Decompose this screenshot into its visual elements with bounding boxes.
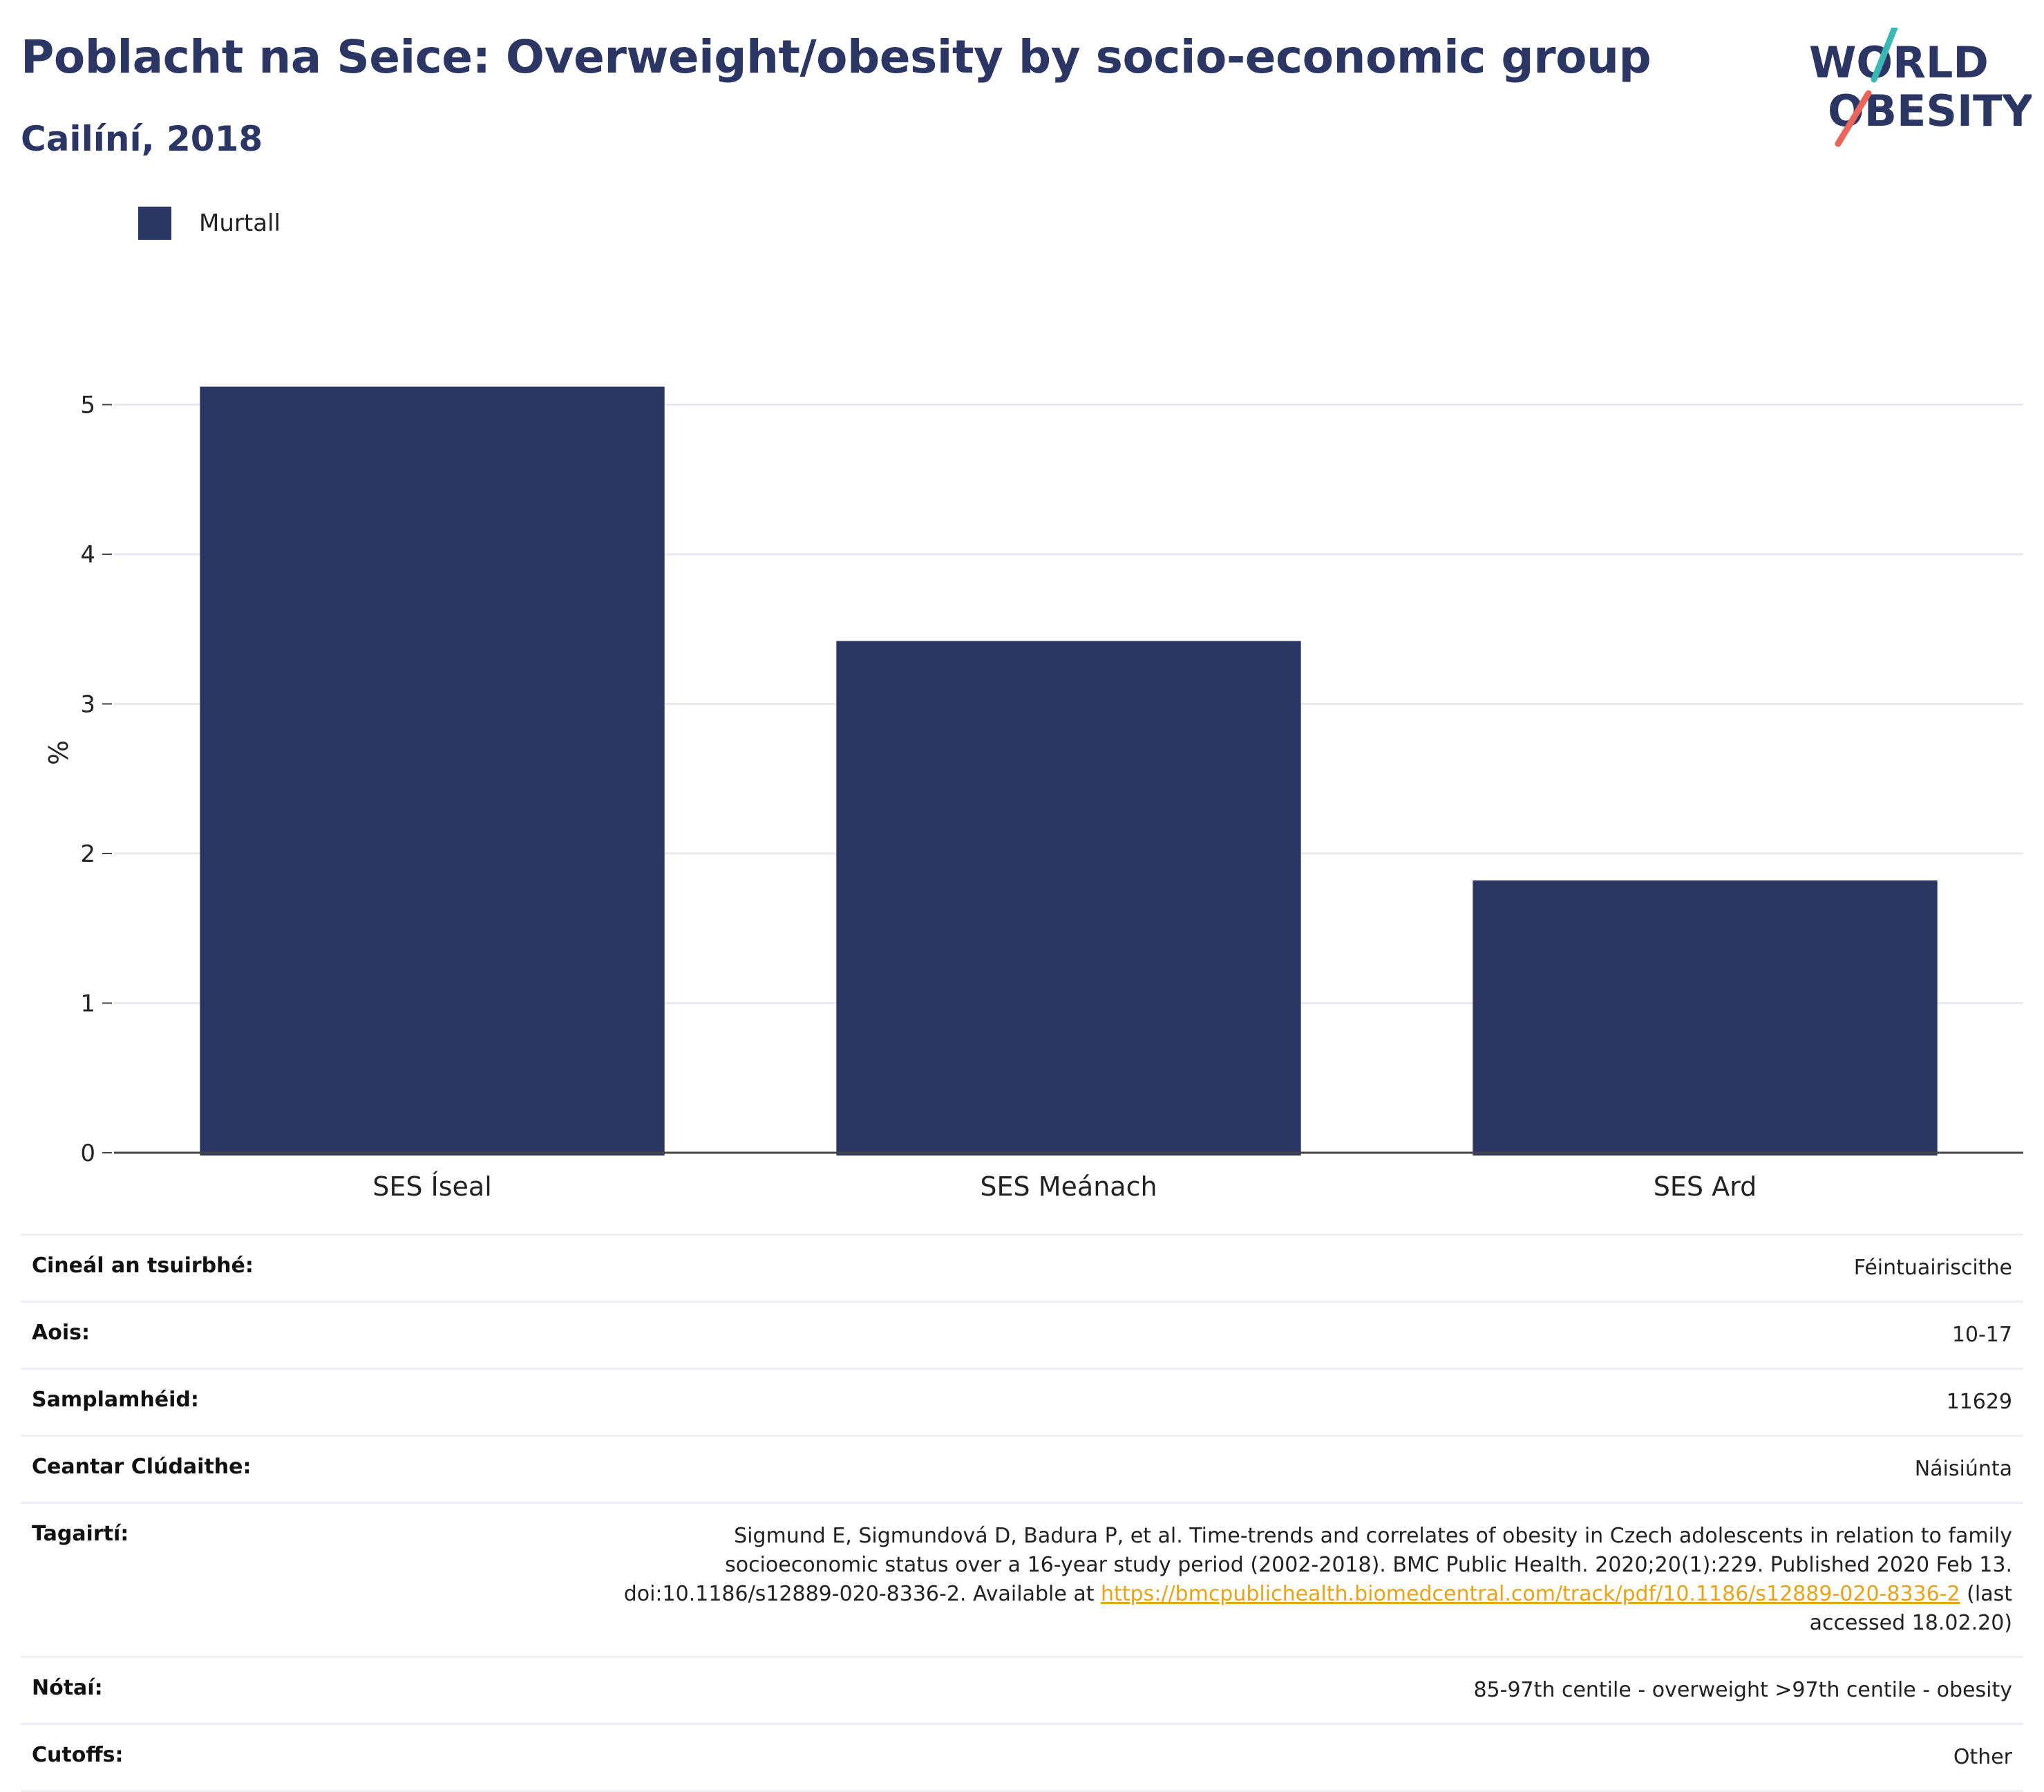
bar [836, 641, 1301, 1156]
reference-link[interactable]: https://bmcpublichealth.biomedcentral.co… [1101, 1582, 1960, 1606]
meta-value: Other [1953, 1745, 2012, 1769]
x-tick-label: SES Ard [1654, 1171, 1757, 1202]
metadata-table: Cineál an tsuirbhé: Féintuairiscithe Aoi… [21, 1234, 2023, 1792]
logo-line2: OBESITY [1828, 86, 2032, 136]
meta-value: 11629 [1946, 1390, 2012, 1414]
world-obesity-logo: WORLD OBESITY [1809, 28, 2032, 147]
meta-value: Féintuairiscithe [1853, 1256, 2012, 1280]
y-tick-label: 5 [80, 392, 95, 419]
legend-swatch [138, 207, 171, 240]
y-tick-label: 1 [80, 990, 95, 1018]
meta-value: Náisiúnta [1914, 1457, 2012, 1481]
meta-key: Nótaí: [32, 1676, 103, 1700]
logo-line1: WORLD [1809, 37, 1989, 88]
y-tick-label: 4 [80, 541, 95, 569]
logo-slash-top [1871, 28, 1898, 83]
y-axis-title: % [42, 740, 73, 765]
x-tick-label: SES Íseal [372, 1171, 492, 1202]
chart-title: Poblacht na Seice: Overweight/obesity by… [21, 30, 1652, 84]
meta-row-survey-type: Cineál an tsuirbhé: Féintuairiscithe [21, 1234, 2023, 1301]
meta-key: Cineál an tsuirbhé: [32, 1254, 254, 1278]
legend-label: Murtall [199, 209, 281, 237]
reference-text: Sigmund E, Sigmundová D, Badura P, et al… [623, 1524, 2012, 1606]
logo-slash-bottom [1835, 90, 1872, 147]
y-tick-label: 0 [80, 1140, 95, 1167]
y-tick-label: 3 [80, 691, 95, 719]
meta-key: Tagairtí: [32, 1522, 129, 1546]
meta-row-area: Ceantar Clúdaithe: Náisiúnta [21, 1435, 2023, 1502]
x-tick-label: SES Meánach [980, 1171, 1157, 1202]
reference-suffix: (last accessed 18.02.20) [1809, 1582, 2012, 1635]
legend: Murtall [138, 206, 281, 240]
meta-row-notes: Nótaí: 85-97th centile - overweight >97t… [21, 1656, 2023, 1723]
meta-key: Cutoffs: [32, 1743, 124, 1767]
meta-value: 10-17 [1951, 1323, 2012, 1347]
chart-subtitle: Cailíní, 2018 [21, 119, 263, 159]
bar [1473, 880, 1938, 1156]
meta-row-sample-size: Samplamhéid: 11629 [21, 1368, 2023, 1435]
meta-row-age: Aois: 10-17 [21, 1301, 2023, 1368]
meta-value: Sigmund E, Sigmundová D, Badura P, et al… [596, 1522, 2012, 1638]
y-tick-label: 2 [80, 840, 95, 868]
bar-chart: 0 1 2 3 4 5% SES Íseal SES Meánach SES Ard [42, 386, 2023, 1202]
meta-row-references: Tagairtí: Sigmund E, Sigmundová D, Badur… [21, 1502, 2023, 1656]
meta-key: Samplamhéid: [32, 1388, 199, 1412]
meta-row-cutoffs: Cutoffs: Other [21, 1723, 2023, 1792]
meta-key: Aois: [32, 1321, 90, 1345]
bar [200, 386, 665, 1156]
meta-value: 85-97th centile - overweight >97th centi… [1473, 1678, 2012, 1702]
meta-key: Ceantar Clúdaithe: [32, 1455, 252, 1479]
